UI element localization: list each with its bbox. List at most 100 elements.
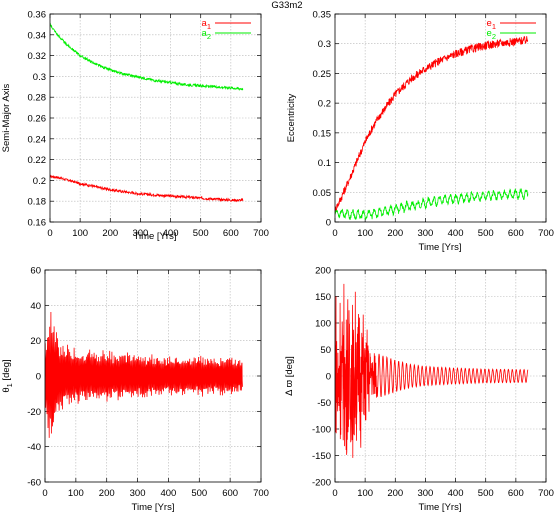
- y-tick-label: 100: [315, 319, 331, 330]
- y-tick-label: 0.26: [28, 114, 47, 125]
- y-tick-label: 0.18: [28, 197, 47, 208]
- y-tick-label: 40: [30, 301, 41, 312]
- x-tick-label: 0: [332, 488, 337, 499]
- x-tick-label: 100: [357, 228, 373, 239]
- y-tick-label: 0.28: [28, 93, 47, 104]
- x-tick-label: 100: [357, 488, 373, 499]
- x-tick-label: 600: [508, 228, 524, 239]
- x-tick-label: 600: [222, 488, 238, 499]
- y-axis-label: Δ ϖ [deg]: [284, 356, 295, 396]
- x-tick-label: 0: [42, 488, 47, 499]
- y-tick-label: -50: [317, 398, 331, 409]
- x-tick-label: 100: [68, 488, 84, 499]
- series-group: [335, 283, 529, 458]
- legend-label: e2: [487, 28, 496, 41]
- plot-frame: [49, 13, 262, 223]
- x-tick-label: 200: [387, 228, 403, 239]
- y-tick-label: 0.35: [313, 10, 332, 21]
- y-tick-label: 0.2: [318, 99, 331, 110]
- series-group: [335, 36, 529, 220]
- series-line: [45, 311, 243, 438]
- x-axis-label: Time [Yrs]: [132, 502, 175, 513]
- x-tick-label: 200: [99, 488, 115, 499]
- x-tick-label: 300: [417, 488, 433, 499]
- x-tick-label: 500: [193, 228, 209, 239]
- x-tick-label: 600: [223, 228, 239, 239]
- chart-eccentricity: 0 100 200 300 400 500 600 700 0 0.05 0.1 0.15 0.2 0.2…: [286, 10, 554, 254]
- y-tick-label: 0: [326, 372, 331, 383]
- series-line: [50, 22, 244, 91]
- y-tick-label: 0.22: [28, 155, 47, 166]
- x-tick-label: 500: [478, 488, 494, 499]
- y-tick-label: 150: [315, 292, 331, 303]
- x-tick-label: 0: [332, 228, 337, 239]
- y-tick-label: -40: [27, 442, 41, 453]
- x-tick-label: 400: [448, 228, 464, 239]
- x-tick-label: 700: [538, 488, 554, 499]
- x-tick-label: 500: [478, 228, 494, 239]
- y-tick-label: 0: [326, 218, 331, 229]
- plot-frame: [334, 269, 547, 483]
- y-tick-label: 50: [320, 345, 331, 356]
- x-tick-label: 400: [163, 228, 179, 239]
- x-tick-label: 100: [72, 228, 88, 239]
- legend-label: a2: [202, 28, 211, 41]
- x-tick-label: 300: [130, 488, 146, 499]
- x-tick-label: 700: [253, 228, 269, 239]
- x-tick-label: 0: [47, 228, 52, 239]
- y-tick-label: -20: [27, 407, 41, 418]
- chart-semi-major-axis: 0 100 200 300 400 500 600 700 0.16 0.18 0.2 0.22 0.2…: [1, 10, 269, 243]
- y-axis-label: Semi-Major Axis: [1, 83, 12, 152]
- y-tick-label: -100: [312, 425, 331, 436]
- y-tick-label: -60: [27, 478, 41, 489]
- x-tick-label: 500: [191, 488, 207, 499]
- y-tick-label: -150: [312, 451, 331, 462]
- plot-frame: [44, 269, 262, 483]
- x-tick-label: 700: [538, 228, 554, 239]
- x-tick-label: 300: [417, 228, 433, 239]
- y-tick-label: 0.16: [28, 218, 47, 229]
- x-tick-label: 700: [253, 488, 269, 499]
- y-tick-label: 0.24: [28, 134, 47, 145]
- series-line: [335, 283, 529, 458]
- x-tick-label: 400: [448, 488, 464, 499]
- series-line: [335, 188, 529, 220]
- y-tick-label: 0.05: [313, 188, 332, 199]
- legend-label: a1: [202, 18, 211, 31]
- y-tick-label: 0.15: [313, 128, 332, 139]
- y-tick-label: 0.3: [33, 72, 46, 83]
- y-tick-label: 0.25: [313, 69, 332, 80]
- x-tick-label: 300: [132, 228, 148, 239]
- series-line: [50, 174, 244, 203]
- series-group: [50, 22, 244, 203]
- chart-delta-varpi: 0 100 200 300 400 500 600 700 -200 -150 -100 -50 0 50…: [284, 266, 554, 514]
- x-axis-label: Time [Yrs]: [419, 502, 462, 513]
- x-axis-label: Time [Yrs]: [134, 231, 177, 242]
- y-tick-label: 0.36: [28, 10, 47, 21]
- legend-label: e1: [487, 18, 496, 31]
- y-tick-label: 0.32: [28, 51, 47, 62]
- figure-title: G33m2: [271, 0, 302, 11]
- panels: 0 100 200 300 400 500 600 7000.160.180.20.220.2…: [1, 10, 554, 514]
- y-tick-label: 200: [315, 266, 331, 277]
- series-line: [335, 36, 529, 214]
- series-group: [45, 311, 243, 438]
- x-tick-label: 400: [160, 488, 176, 499]
- x-tick-label: 200: [387, 488, 403, 499]
- y-tick-label: 0.1: [318, 158, 331, 169]
- y-tick-label: -200: [312, 478, 331, 489]
- y-axis-label: θ1 [deg]: [1, 359, 14, 392]
- y-tick-label: 20: [30, 336, 41, 347]
- y-axis-label: Eccentricity: [286, 93, 297, 142]
- y-tick-label: 0.2: [33, 176, 46, 187]
- x-tick-label: 600: [508, 488, 524, 499]
- chart-theta1: 0 100 200 300 400 500 600 700 -60 -40 -20 0 20 40 60 Ti…: [1, 266, 269, 514]
- y-tick-label: 0.3: [318, 39, 331, 50]
- y-tick-label: 60: [30, 266, 41, 277]
- plot-frame: [334, 13, 547, 223]
- x-axis-label: Time [Yrs]: [419, 242, 462, 253]
- y-tick-label: 0: [36, 372, 41, 383]
- x-tick-label: 200: [102, 228, 118, 239]
- y-tick-label: 0.34: [28, 30, 47, 41]
